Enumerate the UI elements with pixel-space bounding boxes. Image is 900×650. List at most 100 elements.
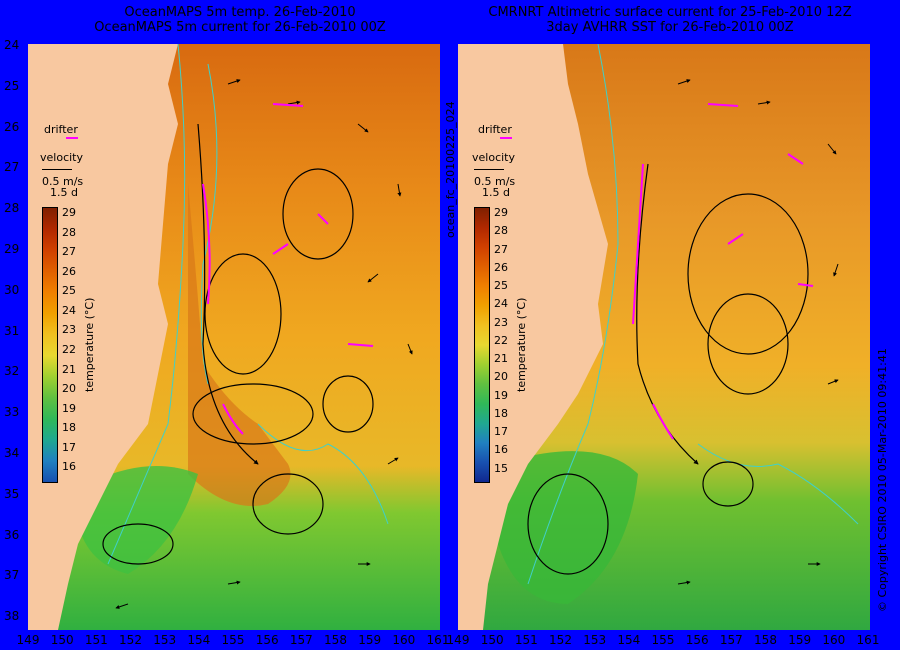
right-map-svg — [458, 44, 870, 630]
latitude-tick-label: 26 — [4, 119, 20, 134]
colorbar-tick-label: 15 — [494, 461, 508, 475]
latitude-tick-label: 31 — [4, 323, 20, 338]
legend-scale-right: 0.5 m/s — [474, 175, 515, 188]
colorbar-tick-label: 26 — [494, 260, 508, 274]
colorbar-tick-label: 21 — [494, 352, 508, 366]
latitude-tick-label: 28 — [4, 201, 20, 216]
right-panel-title: CMRNRT Altimetric surface current for 25… — [460, 5, 880, 35]
longitude-tick-label: 157 — [719, 633, 743, 647]
left-title-line2: OceanMAPS 5m current for 26-Feb-2010 00Z — [94, 20, 386, 35]
right-title-line1: CMRNRT Altimetric surface current for 25… — [488, 5, 852, 20]
longitude-tick-label: 150 — [480, 633, 504, 647]
longitude-tick-label: 156 — [255, 633, 279, 647]
latitude-tick-label: 24 — [4, 38, 20, 52]
colorbar-tick-label: 16 — [494, 443, 508, 457]
legend-duration-text: 1.5 d — [50, 186, 78, 199]
colorbar-left-label: temperature (°C) — [83, 297, 96, 392]
land-mass — [458, 44, 608, 630]
legend-scale-text: 0.5 m/s — [474, 175, 516, 188]
longitude-tick-label: 159 — [788, 633, 812, 647]
legend-velocity-right: velocity — [472, 151, 515, 164]
latitude-tick-label: 25 — [4, 78, 20, 93]
colorbar-tick-label: 18 — [62, 421, 76, 435]
colorbar-tick-label: 29 — [494, 206, 508, 219]
longitude-tick-label: 151 — [84, 633, 108, 647]
latitude-tick-label: 33 — [4, 405, 20, 420]
legend-duration-left: 1.5 d — [50, 186, 78, 199]
velocity-arrow-right — [474, 169, 504, 170]
legend-velocity-label: velocity — [40, 151, 83, 164]
longitude-tick-label: 161 — [856, 633, 880, 647]
longitude-tick-label: 153 — [583, 633, 607, 647]
longitude-tick-label: 159 — [358, 633, 382, 647]
contour-lines — [107, 44, 389, 565]
legend-duration-right: 1.5 d — [482, 186, 510, 199]
longitude-tick-label: 154 — [617, 633, 641, 647]
latitude-tick-label: 38 — [4, 609, 20, 624]
longitude-tick-label: 151 — [514, 633, 538, 647]
legend-drifter-left: drifter — [44, 123, 78, 136]
velocity-arrow-left — [42, 169, 72, 170]
colorbar-tick-label: 29 — [62, 206, 76, 219]
colorbar-tick-label: 17 — [62, 440, 76, 454]
legend-velocity-left: velocity — [40, 151, 83, 164]
longitude-tick-label: 160 — [392, 633, 416, 647]
longitude-tick-label: 155 — [221, 633, 245, 647]
colorbar-tick-label: 23 — [494, 315, 508, 329]
longitude-tick-label: 155 — [651, 633, 675, 647]
colorbar-tick-label: 22 — [494, 333, 508, 347]
colorbar-tick-label: 28 — [62, 225, 76, 239]
legend-drifter-label: drifter — [478, 123, 512, 136]
longitude-tick-label: 161 — [426, 633, 450, 647]
colorbar-tick-label: 26 — [62, 264, 76, 278]
colorbar-tick-label: 25 — [62, 284, 76, 298]
legend-velocity-label: velocity — [472, 151, 515, 164]
colorbar-tick-label: 27 — [62, 245, 76, 259]
latitude-tick-label: 32 — [4, 364, 20, 379]
latitude-tick-label: 30 — [4, 282, 20, 297]
right-title-line2: 3day AVHRR SST for 26-Feb-2010 00Z — [546, 20, 794, 35]
copyright-label: © Copyright CSIRO 2010 05-Mar-2010 09:41… — [876, 348, 889, 612]
colorbar-tick-label: 22 — [62, 343, 76, 356]
colorbar-tick-label: 24 — [494, 297, 508, 311]
longitude-tick-label: 154 — [187, 633, 211, 647]
drifter-swatch-left — [66, 137, 78, 139]
longitude-tick-label: 149 — [16, 633, 40, 647]
latitude-tick-label: 37 — [4, 568, 20, 583]
colorbar-tick-label: 18 — [494, 406, 508, 420]
longitude-tick-label: 152 — [119, 633, 142, 647]
cool-water-patch — [78, 466, 198, 574]
latitude-tick-label: 35 — [4, 486, 20, 501]
latitude-tick-label: 27 — [4, 160, 20, 175]
longitude-tick-label: 158 — [754, 633, 777, 647]
longitude-tick-label: 157 — [289, 633, 313, 647]
legend-scale-left: 0.5 m/s — [42, 175, 83, 188]
warm-core-eddy — [188, 184, 291, 506]
contour-lines — [527, 44, 859, 585]
latitude-tick-label: 36 — [4, 527, 20, 542]
colorbar-tick-label: 19 — [62, 401, 76, 415]
colorbar-tick-label: 24 — [62, 303, 76, 317]
colorbar-tick-label: 20 — [494, 370, 508, 384]
colorbar-tick-label: 16 — [62, 460, 76, 474]
left-title-line1: OceanMAPS 5m temp. 26-Feb-2010 — [124, 5, 356, 20]
cool-water-patch — [498, 451, 638, 604]
colorbar-tick-label: 23 — [62, 323, 76, 337]
colorbar-tick-label: 19 — [494, 388, 508, 402]
colorbar-right-label: temperature (°C) — [515, 297, 528, 392]
right-map-panel — [458, 44, 870, 630]
colorbar-right — [474, 207, 490, 483]
colorbar-tick-label: 21 — [62, 362, 76, 376]
colorbar-tick-label: 27 — [494, 242, 508, 256]
drifter-tracks — [632, 103, 814, 440]
legend-drifter-label: drifter — [44, 123, 78, 136]
longitude-tick-label: 152 — [549, 633, 572, 647]
drifter-swatch-right — [500, 137, 512, 139]
colorbar-tick-label: 17 — [494, 425, 508, 439]
forecast-id-label: ocean_fc_20100225_024 — [444, 101, 457, 238]
longitude-tick-label: 160 — [822, 633, 846, 647]
longitude-tick-label: 153 — [153, 633, 177, 647]
current-streamlines — [102, 123, 374, 565]
land-mass — [28, 44, 178, 630]
longitude-tick-label: 149 — [446, 633, 470, 647]
